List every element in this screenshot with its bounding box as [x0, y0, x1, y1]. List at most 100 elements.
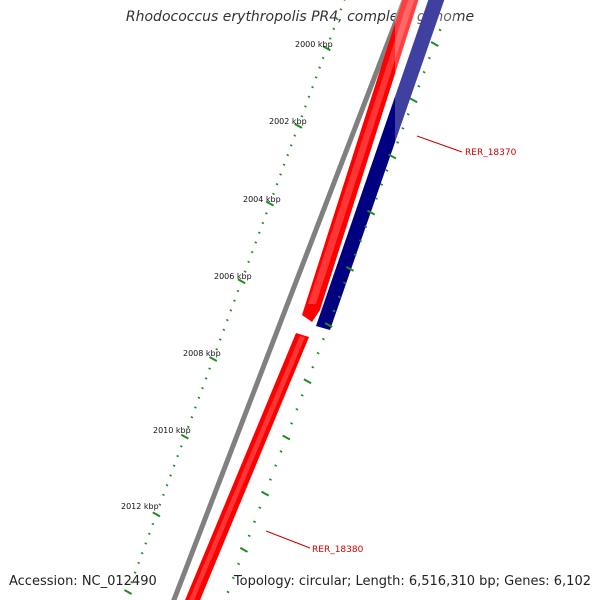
- outer-minor-tick: [268, 478, 272, 481]
- outer-major-tick: [430, 41, 439, 47]
- minor-tick: [233, 299, 236, 302]
- minor-tick: [247, 260, 251, 264]
- forward-strand-track: [185, 0, 419, 600]
- scale-label: 2012 kbp: [121, 502, 159, 511]
- minor-tick: [339, 8, 343, 11]
- major-tick: [123, 589, 133, 595]
- outer-minor-tick: [337, 295, 341, 299]
- minor-tick: [201, 386, 204, 390]
- map-title: Rhodococcus erythropolis PR4, complete g…: [125, 9, 475, 25]
- outer-minor-tick: [380, 183, 384, 186]
- gene-label-rer-18370[interactable]: RER_18370: [465, 148, 517, 158]
- minor-tick: [282, 163, 286, 167]
- outer-minor-tick: [385, 169, 389, 172]
- minor-tick: [179, 445, 183, 448]
- outer-minor-tick: [417, 84, 421, 88]
- outer-minor-tick: [427, 56, 431, 60]
- backbone-track: [171, 0, 407, 600]
- outer-major-tick: [303, 378, 312, 385]
- outer-minor-tick: [258, 506, 262, 510]
- inner-ticks: 2000 kbp 2002 kbp 2004 kbp 2006 kbp 2008 kbp…: [121, 0, 346, 595]
- minor-tick: [272, 192, 275, 196]
- minor-tick: [318, 66, 321, 69]
- minor-tick: [254, 241, 258, 244]
- minor-tick: [229, 309, 233, 312]
- minor-tick: [208, 367, 211, 370]
- outer-minor-tick: [422, 70, 426, 74]
- outer-minor-tick: [295, 408, 299, 411]
- minor-tick: [130, 581, 133, 584]
- outer-minor-tick: [311, 365, 315, 369]
- minor-tick: [190, 415, 194, 419]
- minor-tick: [307, 95, 311, 99]
- outer-minor-tick: [226, 590, 230, 594]
- outer-minor-tick: [252, 520, 257, 524]
- minor-tick: [186, 425, 190, 429]
- gene-rer-18370-reverse-block[interactable]: [316, 0, 446, 330]
- minor-tick: [279, 173, 282, 176]
- minor-tick: [140, 551, 144, 555]
- minor-tick: [236, 289, 240, 293]
- major-tick: [294, 123, 303, 129]
- major-tick: [152, 511, 161, 518]
- minor-tick: [332, 27, 336, 31]
- minor-tick: [162, 493, 165, 497]
- reverse-strand-track: [316, 0, 446, 330]
- minor-tick: [176, 454, 180, 458]
- outer-minor-tick: [300, 393, 304, 397]
- minor-tick: [158, 503, 162, 506]
- minor-tick: [222, 328, 226, 332]
- minor-tick: [304, 105, 307, 108]
- minor-tick: [335, 17, 339, 21]
- minor-tick: [265, 212, 268, 215]
- scale-label: 2004 kbp: [243, 195, 281, 204]
- outer-minor-tick: [438, 28, 442, 32]
- outer-major-tick: [367, 209, 376, 216]
- minor-tick: [137, 561, 141, 565]
- minor-tick: [286, 153, 290, 157]
- outer-minor-tick: [374, 197, 378, 200]
- minor-tick: [250, 250, 254, 254]
- minor-tick: [215, 348, 219, 351]
- minor-tick: [172, 464, 176, 468]
- genome-summary: Topology: circular; Length: 6,516,310 bp…: [233, 574, 591, 589]
- minor-tick: [194, 406, 197, 409]
- outer-minor-tick: [364, 225, 368, 229]
- scale-label: 2008 kbp: [183, 349, 221, 358]
- outer-minor-tick: [343, 281, 347, 285]
- minor-tick: [147, 532, 151, 535]
- outer-ticks: [226, 28, 442, 594]
- minor-tick: [289, 144, 293, 147]
- minor-tick: [300, 114, 304, 118]
- minor-tick: [311, 85, 314, 89]
- outer-minor-tick: [401, 127, 405, 130]
- scale-label: 2002 kbp: [269, 117, 307, 126]
- outer-minor-tick: [321, 337, 325, 341]
- minor-tick: [321, 56, 325, 60]
- major-tick: [322, 45, 331, 52]
- minor-tick: [261, 221, 265, 225]
- minor-tick: [314, 76, 318, 79]
- minor-tick: [243, 270, 247, 273]
- minor-tick: [204, 377, 208, 380]
- major-tick: [209, 356, 218, 362]
- major-tick: [265, 200, 275, 207]
- gene-label-rer-18380[interactable]: RER_18380: [312, 545, 364, 555]
- outer-major-tick: [282, 434, 291, 441]
- minor-tick: [169, 474, 172, 477]
- gene-label-leader-rer-18370: [416, 135, 463, 153]
- outer-minor-tick: [279, 450, 283, 453]
- minor-tick: [225, 318, 229, 322]
- minor-tick: [133, 571, 137, 574]
- gene-label-leader-rer-18380: [265, 530, 311, 549]
- minor-tick: [257, 231, 261, 234]
- outer-minor-tick: [247, 534, 251, 538]
- accession-label: Accession: NC_012490: [9, 574, 157, 589]
- outer-minor-tick: [316, 351, 320, 355]
- scale-label: 2006 kbp: [214, 272, 252, 281]
- outer-major-tick: [239, 546, 248, 553]
- outer-major-tick: [324, 322, 333, 328]
- outer-minor-tick: [396, 141, 400, 144]
- gene-rer-18380-highlight: [189, 336, 305, 600]
